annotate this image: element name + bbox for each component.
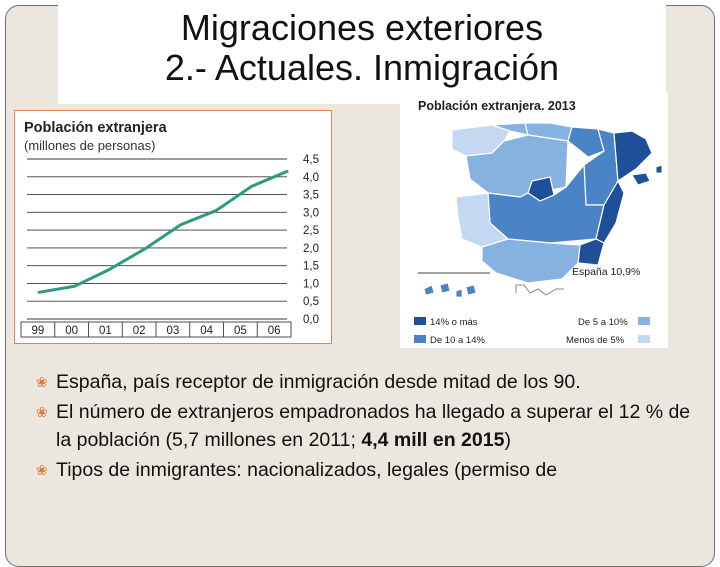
bullet-text-3: Tipos de inmigrantes: nacionalizados, le…	[56, 459, 558, 481]
chart-subtitle: (millones de personas)	[24, 138, 156, 153]
chart-data-point	[38, 291, 40, 294]
chart-ytick-label: 1,0	[303, 278, 319, 290]
bullet-item-1: ❀ España, país receptor de inmigración d…	[36, 368, 696, 396]
legend-label-3: De 5 a 10%	[578, 317, 628, 328]
legend-label-2: De 10 a 14%	[430, 335, 485, 346]
chart-ytick-label: 4,5	[303, 154, 319, 166]
map-region-murcia	[577, 238, 605, 266]
chart-xtick-label: 06	[268, 325, 281, 337]
chart-data-point	[73, 285, 76, 288]
foreign-population-chart: Población extranjera (millones de person…	[14, 110, 332, 344]
chart-ytick-label: 0,5	[303, 296, 319, 308]
map-region-andalucia	[481, 238, 581, 284]
foreign-population-map: Población extranjera. 2013 España 10,9% …	[400, 93, 668, 348]
bullet-text-2: El número de extranjeros empadronados ha…	[56, 401, 691, 451]
chart-xtick-label: 04	[200, 325, 213, 337]
bullet-item-2: ❀ El número de extranjeros empadronados …	[36, 398, 696, 454]
chart-data-point	[250, 185, 253, 188]
legend-label-1: 14% o más	[430, 317, 478, 328]
chart-data-point	[179, 223, 182, 226]
bullet-icon: ❀	[36, 374, 48, 390]
chart-title: Población extranjera	[24, 120, 168, 136]
bullet-text-2-tail: )	[504, 429, 511, 451]
chart-xtick-label: 00	[65, 325, 78, 337]
chart-ytick-label: 2,0	[303, 243, 319, 255]
map-svg: Población extranjera. 2013 España 10,9% …	[414, 99, 663, 346]
map-national-label: España 10,9%	[572, 266, 640, 278]
chart-ytick-label: 4,0	[303, 172, 319, 184]
chart-data-point	[286, 170, 288, 173]
chart-xtick-label: 01	[99, 325, 112, 337]
chart-ytick-label: 0,0	[303, 314, 319, 326]
chart-ytick-label: 3,0	[303, 207, 319, 219]
bullet-icon: ❀	[36, 404, 48, 420]
chart-xtick-label: 05	[234, 325, 247, 337]
title-line-1: Migraciones exteriores	[180, 7, 544, 48]
map-legend: 14% o más De 10 a 14% De 5 a 10% Menos d…	[414, 317, 650, 346]
chart-series-line	[37, 169, 289, 294]
legend-swatch-1	[414, 317, 426, 325]
map-region-navarra-rioja	[567, 126, 605, 158]
map-region-canarias	[423, 282, 477, 298]
legend-swatch-3	[638, 317, 650, 325]
chart-xtick-label: 02	[133, 325, 146, 337]
chart-data-point	[215, 209, 217, 212]
chart-svg: Población extranjera (millones de person…	[20, 120, 319, 338]
legend-swatch-2	[414, 335, 426, 343]
bullet-icon: ❀	[36, 462, 48, 478]
chart-ytick-label: 3,5	[303, 190, 319, 202]
bullet-text-1: España, país receptor de inmigración des…	[56, 371, 581, 393]
bullet-list: ❀ España, país receptor de inmigración d…	[36, 368, 696, 486]
bullet-text-2-bold: 4,4 mill en 2015	[361, 429, 505, 451]
legend-swatch-4	[638, 335, 650, 343]
map-title: Población extranjera. 2013	[418, 99, 576, 113]
chart-ytick-label: 2,5	[303, 225, 319, 237]
bullet-item-3: ❀ Tipos de inmigrantes: nacionalizados, …	[36, 456, 696, 484]
map-region-baleares	[631, 164, 663, 186]
chart-xtick-label: 03	[166, 325, 179, 337]
chart-xtick-label: 99	[31, 325, 44, 337]
legend-label-4: Menos de 5%	[566, 335, 625, 346]
chart-data-point	[144, 247, 147, 250]
chart-ytick-label: 1,5	[303, 261, 319, 273]
map-ceuta-melilla-mark	[515, 284, 564, 296]
slide-title: Migraciones exteriores 2.- Actuales. Inm…	[58, 0, 666, 104]
title-line-2: 2.- Actuales. Inmigración	[164, 47, 560, 88]
chart-data-point	[109, 268, 111, 271]
